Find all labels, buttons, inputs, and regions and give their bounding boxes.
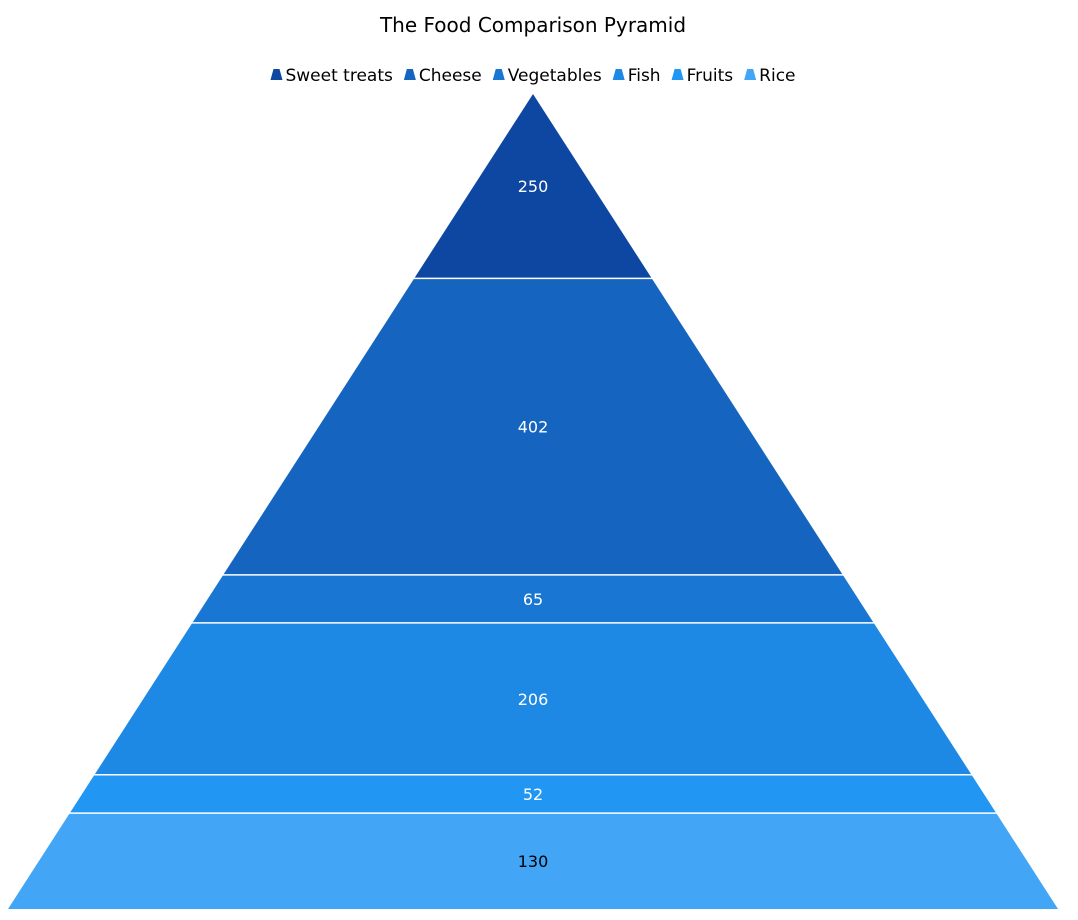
data-labels: 250 402 65 206 52 130 xyxy=(518,177,549,871)
legend-marker xyxy=(403,69,416,80)
legend-label: Fish xyxy=(628,66,661,86)
legend-label: Rice xyxy=(759,66,795,86)
pyramid-segment-vegetables[interactable] xyxy=(192,575,874,623)
data-label: 206 xyxy=(518,690,549,709)
legend-marker xyxy=(270,69,283,80)
legend-item-rice[interactable]: Rice xyxy=(744,66,796,86)
data-label: 52 xyxy=(523,785,543,804)
pyramid-segment-cheese[interactable] xyxy=(223,279,843,575)
data-label: 250 xyxy=(518,177,549,196)
data-label: 402 xyxy=(518,418,549,437)
pyramid-segment-rice[interactable] xyxy=(8,813,1058,909)
chart-title: The Food Comparison Pyramid xyxy=(379,13,686,37)
legend-label: Sweet treats xyxy=(285,66,393,86)
legend-label: Fruits xyxy=(687,66,734,86)
pyramid-segment-fruits[interactable] xyxy=(70,775,996,813)
legend-marker xyxy=(744,69,757,80)
legend: Sweet treats Cheese Vegetables Fish Fruits Ri… xyxy=(270,66,796,86)
data-label: 130 xyxy=(518,852,549,871)
legend-item-vegetables[interactable]: Vegetables xyxy=(492,66,602,86)
legend-label: Vegetables xyxy=(508,66,602,86)
pyramid-segments xyxy=(8,94,1058,909)
legend-item-fruits[interactable]: Fruits xyxy=(671,66,734,86)
data-label: 65 xyxy=(523,590,543,609)
pyramid-segment-sweet-treats[interactable] xyxy=(414,94,652,278)
legend-item-cheese[interactable]: Cheese xyxy=(403,66,482,86)
legend-marker xyxy=(492,69,505,80)
legend-marker xyxy=(612,69,625,80)
legend-item-sweet-treats[interactable]: Sweet treats xyxy=(270,66,393,86)
pyramid-segment-fish[interactable] xyxy=(94,623,972,775)
legend-label: Cheese xyxy=(419,66,482,86)
legend-marker xyxy=(671,69,684,80)
legend-item-fish[interactable]: Fish xyxy=(612,66,661,86)
